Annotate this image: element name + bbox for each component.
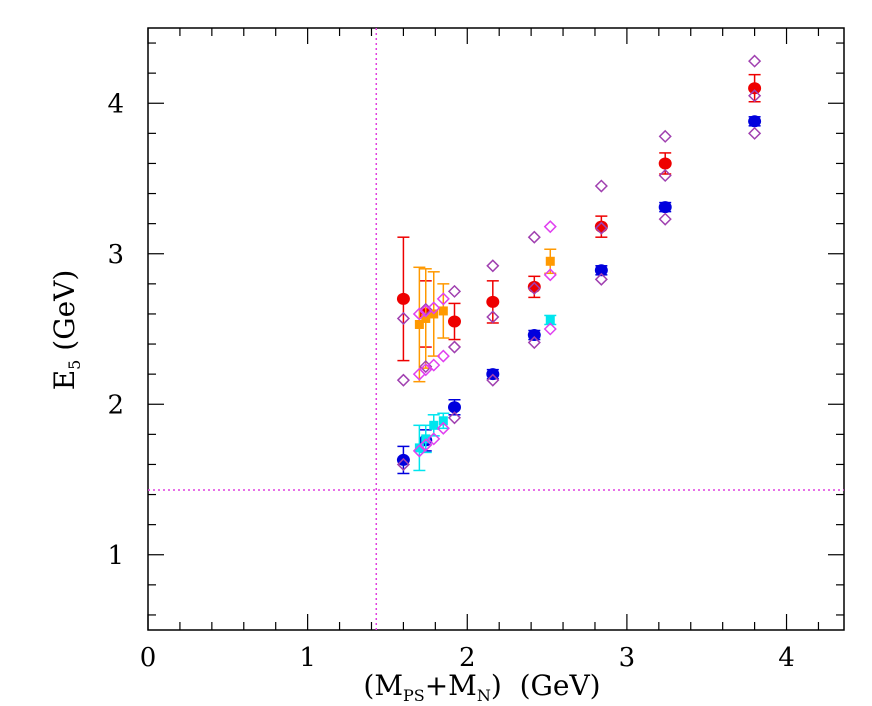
data-point (545, 256, 555, 266)
data-point (438, 416, 448, 426)
data-point (748, 115, 762, 128)
data-point (396, 373, 410, 387)
data-point (396, 292, 410, 305)
data-point (486, 373, 500, 387)
y-axis-label-suffix: (GeV) (48, 270, 81, 360)
x-tick-label: 3 (619, 643, 636, 673)
data-point (748, 89, 762, 103)
y-tick-label: 4 (107, 89, 124, 119)
data-point (486, 310, 500, 324)
x-axis-label-mid: +M (425, 669, 477, 702)
data-point (748, 82, 762, 95)
x-axis-label-sub1: PS (403, 686, 425, 705)
data-point (419, 438, 433, 452)
data-point (412, 307, 426, 321)
data-point (414, 443, 424, 453)
data-point (414, 319, 424, 329)
data-point (419, 363, 433, 377)
x-tick-label: 0 (140, 643, 157, 673)
data-point (436, 292, 450, 306)
x-axis-label-suffix: ) (GeV) (491, 669, 601, 702)
series-diamond-open (396, 54, 762, 472)
data-point (447, 411, 462, 425)
plot-area (147, 27, 845, 631)
data-point (396, 311, 410, 326)
data-point (658, 201, 672, 214)
x-axis-label-prefix: (M (363, 669, 403, 702)
data-point (527, 329, 541, 342)
data-point (543, 322, 557, 336)
data-point (658, 212, 672, 226)
data-point (658, 157, 672, 170)
y-axis-label: E5 (GeV) (48, 270, 84, 391)
data-point (429, 420, 439, 430)
data-point (412, 444, 426, 458)
y-tick-label: 1 (107, 541, 124, 571)
data-point (545, 315, 555, 325)
y-tick-label: 2 (107, 390, 124, 420)
data-point (594, 221, 608, 235)
x-tick-label: 2 (459, 643, 476, 673)
x-tick-label: 1 (299, 643, 316, 673)
data-point (527, 281, 541, 295)
y-axis-label-sub: 5 (65, 360, 84, 370)
tick-labels: 0 1 2 3 4 1 2 3 4 (107, 89, 794, 673)
data-point (748, 54, 762, 68)
data-point (396, 457, 410, 472)
series-square (413, 248, 557, 383)
reference-lines (148, 28, 844, 630)
data-point (427, 358, 441, 372)
data-point (427, 301, 441, 315)
series-circle (396, 73, 762, 362)
data-point (421, 313, 431, 323)
y-tick-label: 3 (107, 240, 124, 270)
data-point (594, 272, 608, 286)
data-point (594, 179, 608, 193)
data-point (594, 264, 608, 277)
data-point (447, 315, 461, 328)
x-axis-label: (MPS+MN) (GeV) (363, 669, 600, 705)
data-point (427, 432, 441, 446)
data-point (438, 306, 448, 316)
data-point (486, 295, 500, 308)
data-point (436, 349, 450, 363)
axis-ticks (147, 28, 844, 630)
x-axis-label-sub2: N (477, 686, 491, 705)
data-point (543, 268, 557, 282)
plot-frame (147, 27, 845, 631)
x-tick-label: 4 (778, 643, 795, 673)
data-point (447, 340, 462, 354)
data-point (486, 259, 500, 273)
data-point (447, 401, 461, 414)
data-point (658, 168, 672, 183)
data-point (527, 335, 541, 350)
series-diamond-open (412, 220, 557, 458)
data-point (748, 126, 762, 140)
data-point (543, 220, 557, 234)
data-marks (396, 54, 762, 475)
data-point (447, 284, 462, 298)
data-point (658, 129, 672, 143)
data-point (436, 421, 450, 435)
y-axis-label-main: E (48, 370, 81, 390)
data-point (527, 230, 541, 244)
